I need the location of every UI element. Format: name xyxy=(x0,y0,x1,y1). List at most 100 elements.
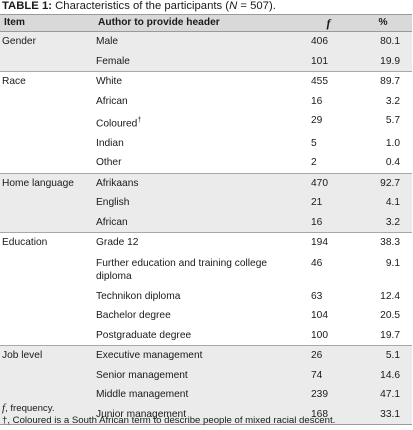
row-item xyxy=(0,212,94,233)
row-label: Afrikaans xyxy=(94,172,303,194)
table-row: Female 101 19.9 xyxy=(0,51,412,72)
row-frequency-text: 16 xyxy=(311,95,323,107)
row-frequency-text: 100 xyxy=(311,329,328,341)
row-frequency-text: 5 xyxy=(311,137,317,149)
row-item xyxy=(0,365,94,386)
table-row: Race White 455 89.7 xyxy=(0,71,412,92)
row-label: Further education and training college d… xyxy=(94,253,303,287)
row-frequency-text: 455 xyxy=(311,76,328,87)
row-percent-text: 12.4 xyxy=(380,290,400,302)
row-frequency-text: 16 xyxy=(311,216,323,228)
row-frequency-text: 470 xyxy=(311,177,328,189)
row-frequency: 100 xyxy=(303,326,354,346)
row-frequency: 16 xyxy=(303,212,354,233)
table-row: Other 2 0.4 xyxy=(0,153,412,173)
row-percent-text: 20.5 xyxy=(380,310,400,322)
row-frequency: 16 xyxy=(303,92,354,112)
header-frequency: f xyxy=(303,14,354,32)
row-frequency-text: 104 xyxy=(311,310,328,322)
table-row: Middle management 239 47.1 xyxy=(0,385,412,405)
row-item: Race xyxy=(0,71,94,92)
row-label: Coloured† xyxy=(94,111,303,134)
row-label: Bachelor degree xyxy=(94,306,303,326)
row-frequency: 406 xyxy=(303,31,354,52)
row-percent-text: 0.4 xyxy=(385,157,400,169)
row-label: African xyxy=(94,92,303,112)
table-row: Indian 5 1.0 xyxy=(0,134,412,154)
row-percent: 3.2 xyxy=(354,212,412,233)
row-percent: 1.0 xyxy=(354,134,412,154)
row-frequency-text: 29 xyxy=(311,115,323,126)
row-frequency: 104 xyxy=(303,306,354,326)
row-label: English xyxy=(94,193,303,213)
row-frequency: 2 xyxy=(303,153,354,173)
row-percent: 47.1 xyxy=(354,385,412,405)
row-label: Middle management xyxy=(94,385,303,405)
row-item xyxy=(0,92,94,112)
table-row: African 16 3.2 xyxy=(0,212,412,233)
row-item-text: Job level xyxy=(2,350,43,362)
row-percent: 80.1 xyxy=(354,31,412,52)
row-label: Female xyxy=(94,51,303,72)
table-row: Job level Executive management 26 5.1 xyxy=(0,345,412,366)
dagger-mark: † xyxy=(137,117,142,124)
row-percent: 0.4 xyxy=(354,153,412,173)
row-item xyxy=(0,404,94,426)
row-percent: 92.7 xyxy=(354,172,412,194)
row-item xyxy=(0,253,94,287)
row-item-text: Education xyxy=(2,237,48,249)
row-percent-text: 19.7 xyxy=(380,329,400,341)
row-label: Executive management xyxy=(94,345,303,366)
table-row: Senior management 74 14.6 xyxy=(0,365,412,386)
row-frequency-text: 46 xyxy=(311,257,323,269)
row-percent: 5.7 xyxy=(354,111,412,134)
table-row: Gender Male 406 80.1 xyxy=(0,31,412,52)
row-percent-text: 14.6 xyxy=(380,369,400,381)
row-item xyxy=(0,153,94,173)
row-percent-text: 4.1 xyxy=(385,197,400,209)
table-row: Home language Afrikaans 470 92.7 xyxy=(0,172,412,194)
row-percent: 3.2 xyxy=(354,92,412,112)
row-percent: 4.1 xyxy=(354,193,412,213)
table-row: Coloured† 29 5.7 xyxy=(0,111,412,134)
table-row: Junior management 168 33.1 xyxy=(0,404,412,426)
row-label-text: Senior management xyxy=(96,369,188,381)
row-frequency-text: 406 xyxy=(311,36,328,47)
row-frequency: 46 xyxy=(303,253,354,287)
row-percent-text: 92.7 xyxy=(380,177,400,189)
table-row: African 16 3.2 xyxy=(0,92,412,112)
row-item: Education xyxy=(0,232,94,253)
caption-text-after: = 507). xyxy=(237,0,276,12)
row-percent-text: 3.2 xyxy=(385,216,400,228)
row-item xyxy=(0,51,94,72)
row-label: Male xyxy=(94,31,303,52)
row-label-text: Further education and training college d… xyxy=(96,257,268,282)
row-label-text: White xyxy=(96,76,123,87)
row-percent: 5.1 xyxy=(354,345,412,366)
row-item xyxy=(0,111,94,134)
note-f-text: , frequency. xyxy=(5,403,55,414)
table-row: Bachelor degree 104 20.5 xyxy=(0,306,412,326)
row-percent-text: 38.3 xyxy=(380,237,400,249)
row-percent-text: 5.7 xyxy=(385,115,400,126)
row-label: Grade 12 xyxy=(94,232,303,253)
row-percent: 33.1 xyxy=(354,404,412,426)
row-item: Home language xyxy=(0,172,94,194)
row-item xyxy=(0,326,94,346)
row-label: Postgraduate degree xyxy=(94,326,303,346)
row-frequency: 74 xyxy=(303,365,354,386)
row-frequency: 168 xyxy=(303,404,354,426)
row-item-text: Race xyxy=(2,76,26,87)
row-frequency-text: 101 xyxy=(311,55,328,67)
row-percent: 19.9 xyxy=(354,51,412,72)
row-percent: 38.3 xyxy=(354,232,412,253)
row-item: Gender xyxy=(0,31,94,52)
row-label: African xyxy=(94,212,303,233)
caption-n-symbol: N xyxy=(229,0,238,12)
row-frequency: 455 xyxy=(303,71,354,92)
table-row: Education Grade 12 194 38.3 xyxy=(0,232,412,253)
row-label-text: Coloured xyxy=(96,118,138,130)
table-notes: f, frequency. †, Coloured is a South Afr… xyxy=(2,402,335,427)
row-label-text: Female xyxy=(96,55,130,67)
row-percent-text: 5.1 xyxy=(385,350,400,362)
